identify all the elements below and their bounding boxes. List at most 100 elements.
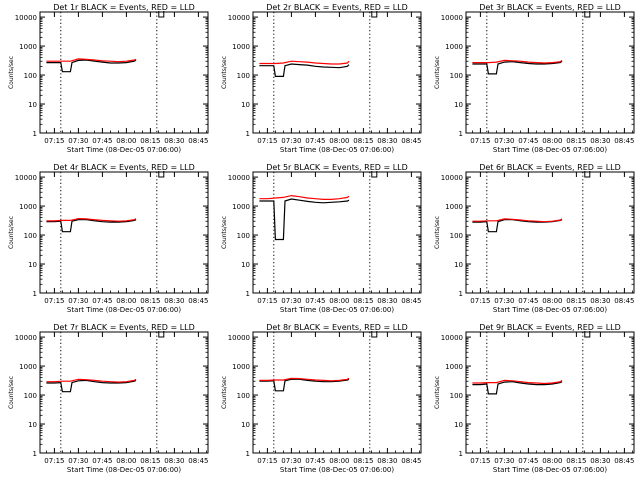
x-tick-label: 08:30 (377, 297, 397, 305)
y-tick-label: 10000 (228, 14, 250, 22)
x-axis-label: Start Time (08-Dec-05 07:06:00) (493, 146, 607, 154)
detector-panel-2: Det 2r BLACK = Events, RED = LLD 1 10 100 10… (221, 3, 422, 154)
y-tick-label: 10 (241, 261, 250, 269)
y-tick-label: 1 (246, 290, 250, 298)
y-axis-label: Counts/sec (434, 216, 441, 249)
x-tick-label: 08:15 (140, 137, 160, 145)
x-tick-label: 08:00 (542, 297, 562, 305)
x-tick-label: 08:45 (188, 457, 208, 465)
y-tick-label: 1 (33, 130, 37, 138)
x-tick-label: 08:30 (377, 457, 397, 465)
series-line-lld (472, 218, 563, 223)
x-tick-label: 08:15 (353, 297, 373, 305)
x-axis-label: Start Time (08-Dec-05 07:06:00) (67, 466, 181, 474)
y-tick-label: 1000 (19, 43, 37, 51)
x-tick-label: 07:30 (494, 137, 514, 145)
y-axis-label: Counts/sec (8, 216, 15, 249)
y-tick-label: 10 (454, 101, 463, 109)
panel-title: Det 2r BLACK = Events, RED = LLD (266, 3, 408, 12)
y-axis-label: Counts/sec (8, 376, 15, 409)
series-line-lld (46, 58, 137, 63)
x-tick-label: 07:45 (305, 137, 325, 145)
x-tick-label: 07:30 (281, 457, 301, 465)
y-axis-label: Counts/sec (221, 56, 228, 89)
detector-panel-1: Det 1r BLACK = Events, RED = LLD 1 10 100 10… (8, 3, 209, 154)
x-tick-label: 07:15 (44, 457, 64, 465)
y-tick-label: 1 (459, 450, 463, 458)
x-tick-label: 07:15 (257, 297, 277, 305)
plot-frame (252, 331, 422, 454)
detector-panel-7: Det 7r BLACK = Events, RED = LLD 1 10 100 10… (8, 323, 209, 474)
x-tick-label: 07:15 (44, 297, 64, 305)
y-tick-label: 10000 (441, 174, 463, 182)
marker-flag (371, 11, 378, 18)
x-tick-label: 07:30 (68, 297, 88, 305)
x-axis-label: Start Time (08-Dec-05 07:06:00) (493, 466, 607, 474)
y-tick-label: 1000 (232, 203, 250, 211)
y-tick-label: 10000 (441, 14, 463, 22)
y-tick-label: 1 (246, 130, 250, 138)
x-tick-label: 08:30 (164, 297, 184, 305)
y-tick-label: 1 (33, 450, 37, 458)
y-tick-label: 1000 (232, 363, 250, 371)
y-tick-label: 100 (450, 392, 463, 400)
marker-flag (584, 11, 591, 18)
y-tick-label: 1000 (232, 43, 250, 51)
x-tick-label: 07:30 (494, 297, 514, 305)
x-tick-label: 08:30 (590, 297, 610, 305)
y-tick-label: 10000 (15, 14, 37, 22)
x-tick-label: 07:15 (257, 137, 277, 145)
series-line-events (472, 60, 563, 75)
x-axis-label: Start Time (08-Dec-05 07:06:00) (493, 306, 607, 314)
x-tick-label: 07:30 (281, 297, 301, 305)
marker-flag (584, 331, 591, 338)
y-tick-label: 1000 (445, 363, 463, 371)
panel-title: Det 7r BLACK = Events, RED = LLD (53, 323, 195, 332)
y-tick-label: 10 (241, 421, 250, 429)
x-tick-label: 08:30 (590, 137, 610, 145)
marker-flag (584, 171, 591, 178)
panel-title: Det 1r BLACK = Events, RED = LLD (53, 3, 195, 12)
x-axis-label: Start Time (08-Dec-05 07:06:00) (67, 146, 181, 154)
y-axis-label: Counts/sec (8, 56, 15, 89)
x-tick-label: 07:30 (494, 457, 514, 465)
x-tick-label: 07:15 (257, 457, 277, 465)
x-tick-label: 08:30 (590, 457, 610, 465)
x-tick-label: 08:30 (164, 457, 184, 465)
plot-frame (465, 331, 635, 454)
plot-frame (39, 171, 209, 294)
x-tick-label: 07:30 (281, 137, 301, 145)
plot-frame (465, 11, 635, 134)
x-tick-label: 08:30 (164, 137, 184, 145)
y-tick-label: 1 (459, 130, 463, 138)
y-tick-label: 10000 (15, 334, 37, 342)
detector-panel-4: Det 4r BLACK = Events, RED = LLD 1 10 100 10… (8, 163, 209, 314)
x-tick-label: 08:45 (614, 297, 634, 305)
x-tick-label: 07:15 (470, 137, 490, 145)
x-tick-label: 08:15 (566, 137, 586, 145)
x-tick-label: 08:45 (188, 137, 208, 145)
y-tick-label: 10000 (228, 334, 250, 342)
y-tick-label: 10 (28, 421, 37, 429)
y-tick-label: 100 (450, 72, 463, 80)
panel-title: Det 4r BLACK = Events, RED = LLD (53, 163, 195, 172)
series-line-lld (46, 378, 137, 383)
series-line-lld (472, 59, 563, 64)
x-axis-label: Start Time (08-Dec-05 07:06:00) (280, 466, 394, 474)
y-tick-label: 1000 (445, 43, 463, 51)
panel-title: Det 8r BLACK = Events, RED = LLD (266, 323, 408, 332)
y-tick-label: 10 (28, 101, 37, 109)
series-line-events (46, 59, 137, 73)
y-tick-label: 10 (454, 421, 463, 429)
x-axis-label: Start Time (08-Dec-05 07:06:00) (280, 306, 394, 314)
x-tick-label: 08:30 (377, 137, 397, 145)
plot-frame (252, 11, 422, 134)
series-line-lld (46, 217, 137, 222)
y-tick-label: 1000 (19, 363, 37, 371)
x-tick-label: 07:45 (518, 297, 538, 305)
x-tick-label: 08:15 (140, 297, 160, 305)
x-tick-label: 08:00 (329, 297, 349, 305)
x-tick-label: 08:15 (353, 457, 373, 465)
panel-title: Det 6r BLACK = Events, RED = LLD (479, 163, 621, 172)
y-axis-label: Counts/sec (221, 216, 228, 249)
